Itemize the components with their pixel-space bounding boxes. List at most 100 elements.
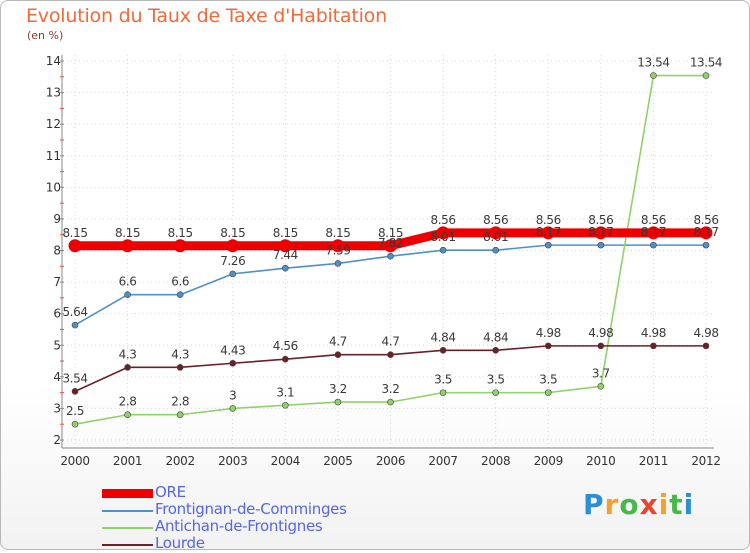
data-label-antichan-de-frontignes: 3.5 — [434, 373, 452, 387]
legend-label-lourde: Lourde — [155, 534, 205, 552]
data-label-frontignan-de-comminges: 5.64 — [62, 305, 87, 319]
data-point-lourde — [439, 347, 447, 354]
data-point-ore — [173, 239, 187, 253]
data-point-ore — [489, 226, 503, 240]
data-label-frontignan-de-comminges: 8.17 — [536, 225, 561, 239]
legend-swatch-lourde — [102, 544, 153, 546]
data-label-lourde: 4.56 — [273, 339, 298, 353]
x-tick-label: 2001 — [113, 454, 142, 468]
x-tick-label: 2009 — [534, 454, 563, 468]
logo-letter: x — [639, 488, 659, 521]
data-label-frontignan-de-comminges: 7.82 — [378, 236, 403, 250]
legend-label-antichan: Antichan-de-Frontignes — [155, 517, 323, 535]
data-label-ore: 8.15 — [325, 226, 350, 240]
data-point-antichan-de-frontignes — [124, 411, 131, 419]
data-label-ore: 8.56 — [641, 213, 666, 227]
data-point-antichan-de-frontignes — [544, 389, 552, 396]
data-label-frontignan-de-comminges: 8.01 — [431, 230, 456, 244]
x-tick-label: 2010 — [586, 454, 615, 468]
data-label-frontignan-de-comminges: 7.26 — [220, 254, 245, 268]
data-point-ore — [646, 226, 660, 240]
x-tick-label: 2005 — [323, 454, 352, 468]
data-label-lourde: 4.43 — [220, 343, 245, 357]
data-label-lourde: 4.3 — [119, 347, 137, 361]
data-point-frontignan-de-comminges — [176, 291, 184, 299]
y-tick-label: 7 — [53, 275, 61, 289]
chart-legend: ORE Frontignan-de-Comminges Antichan-de-… — [102, 483, 422, 553]
data-point-frontignan-de-comminges — [282, 264, 289, 272]
axes: 2 3 4 5 6 7 8 9 10 11 12 13 14 2000 2001 2002 2003 2004 20… — [46, 54, 721, 468]
data-label-ore: 8.56 — [588, 213, 613, 227]
x-tick-label: 2011 — [639, 454, 668, 468]
data-point-antichan-de-frontignes — [439, 389, 447, 396]
data-label-lourde: 4.3 — [171, 347, 189, 361]
legend-item-frontignan: Frontignan-de-Comminges — [102, 500, 422, 519]
data-label-antichan-de-frontignes: 3.1 — [276, 385, 294, 399]
data-label-ore: 8.15 — [62, 226, 87, 240]
logo-letter: r — [604, 488, 620, 521]
data-point-lourde — [71, 388, 79, 395]
data-point-antichan-de-frontignes — [71, 420, 79, 428]
data-label-antichan-de-frontignes: 3.5 — [539, 373, 557, 387]
data-point-frontignan-de-comminges — [124, 291, 131, 299]
data-label-lourde: 3.54 — [62, 371, 87, 385]
data-label-frontignan-de-comminges: 8.17 — [641, 225, 666, 239]
data-point-ore — [331, 239, 345, 253]
data-label-lourde: 4.98 — [693, 326, 718, 340]
data-label-frontignan-de-comminges: 7.59 — [325, 243, 350, 257]
logo-letter: i — [683, 488, 695, 521]
data-label-frontignan-de-comminges: 7.44 — [273, 248, 298, 262]
y-tick-label: 11 — [46, 149, 61, 163]
legend-item-ore: ORE — [102, 483, 422, 502]
data-point-lourde — [229, 359, 237, 367]
data-label-ore: 8.56 — [536, 213, 561, 227]
legend-item-antichan: Antichan-de-Frontignes — [102, 517, 422, 536]
data-point-ore — [68, 239, 82, 253]
data-point-lourde — [650, 342, 657, 350]
data-label-frontignan-de-comminges: 6.6 — [119, 275, 137, 289]
data-label-antichan-de-frontignes: 3.7 — [592, 366, 610, 380]
legend-swatch-frontignan — [102, 510, 153, 512]
data-label-frontignan-de-comminges: 8.01 — [483, 230, 508, 244]
x-tick-label: 2004 — [271, 454, 300, 468]
legend-swatch-antichan — [102, 527, 153, 529]
data-label-lourde: 4.7 — [382, 335, 400, 349]
data-label-antichan-de-frontignes: 2.8 — [171, 395, 189, 409]
data-label-ore: 8.56 — [693, 213, 718, 227]
data-label-ore: 8.15 — [273, 226, 298, 240]
data-label-ore: 8.15 — [115, 226, 140, 240]
data-label-frontignan-de-comminges: 8.17 — [693, 225, 718, 239]
legend-label-ore: ORE — [155, 483, 186, 501]
data-point-frontignan-de-comminges — [597, 241, 605, 249]
x-tick-label: 2003 — [218, 454, 247, 468]
data-point-frontignan-de-comminges — [492, 246, 499, 254]
x-tick-label: 2002 — [165, 454, 194, 468]
data-label-ore: 8.56 — [483, 213, 508, 227]
data-point-lourde — [124, 364, 131, 371]
chart-subtitle: (en %) — [27, 29, 64, 42]
y-tick-label: 14 — [46, 54, 61, 68]
data-point-antichan-de-frontignes — [387, 398, 394, 406]
x-tick-label: 2000 — [60, 454, 89, 468]
data-label-ore: 8.15 — [220, 226, 245, 240]
data-point-antichan-de-frontignes — [334, 398, 342, 406]
data-point-lourde — [282, 355, 289, 363]
data-point-lourde — [334, 351, 342, 359]
data-point-ore — [594, 226, 608, 240]
data-point-lourde — [176, 364, 184, 371]
data-point-ore — [121, 239, 135, 253]
legend-swatch-ore — [102, 489, 153, 498]
data-point-lourde — [544, 342, 552, 350]
data-label-antichan-de-frontignes: 13.54 — [637, 56, 669, 70]
y-tick-label: 8 — [53, 244, 61, 258]
data-point-antichan-de-frontignes — [492, 389, 499, 396]
data-point-lourde — [492, 347, 499, 354]
y-tick-label: 5 — [53, 338, 61, 352]
data-label-antichan-de-frontignes: 3 — [229, 388, 236, 402]
data-label-antichan-de-frontignes: 3.2 — [382, 382, 400, 396]
data-point-frontignan-de-comminges — [334, 260, 342, 267]
data-point-frontignan-de-comminges — [387, 252, 394, 260]
data-point-antichan-de-frontignes — [229, 405, 237, 412]
data-label-antichan-de-frontignes: 13.54 — [690, 56, 722, 70]
